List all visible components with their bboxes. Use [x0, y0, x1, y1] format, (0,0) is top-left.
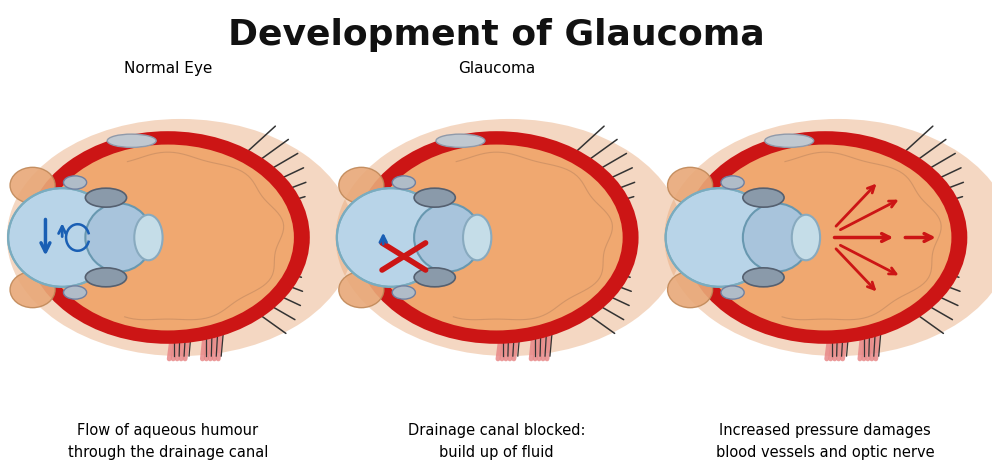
Text: Development of Glaucoma: Development of Glaucoma: [228, 18, 765, 52]
Text: Normal Eye: Normal Eye: [123, 61, 212, 76]
Ellipse shape: [10, 272, 55, 308]
Ellipse shape: [7, 119, 355, 357]
Ellipse shape: [392, 286, 415, 299]
Ellipse shape: [390, 186, 461, 290]
Ellipse shape: [64, 177, 86, 190]
Ellipse shape: [107, 135, 156, 148]
Ellipse shape: [743, 204, 810, 272]
Ellipse shape: [743, 268, 784, 287]
Ellipse shape: [414, 204, 481, 272]
Ellipse shape: [719, 186, 789, 290]
Ellipse shape: [665, 189, 774, 287]
Ellipse shape: [42, 145, 294, 331]
Ellipse shape: [367, 143, 626, 333]
Ellipse shape: [85, 189, 126, 208]
Ellipse shape: [696, 143, 954, 333]
Ellipse shape: [337, 189, 445, 287]
Ellipse shape: [721, 177, 744, 190]
Ellipse shape: [62, 186, 132, 290]
Ellipse shape: [360, 138, 633, 338]
Ellipse shape: [64, 286, 86, 299]
Ellipse shape: [10, 168, 55, 204]
Ellipse shape: [39, 143, 297, 333]
Ellipse shape: [85, 268, 126, 287]
Ellipse shape: [392, 177, 415, 190]
Ellipse shape: [436, 135, 485, 148]
Ellipse shape: [765, 135, 813, 148]
Ellipse shape: [339, 272, 384, 308]
Text: Increased pressure damages
blood vessels and optic nerve: Increased pressure damages blood vessels…: [716, 422, 934, 459]
Ellipse shape: [414, 189, 456, 208]
Ellipse shape: [791, 215, 820, 261]
Ellipse shape: [370, 145, 623, 331]
Ellipse shape: [463, 215, 492, 261]
Ellipse shape: [414, 268, 456, 287]
Ellipse shape: [8, 189, 116, 287]
Ellipse shape: [667, 168, 713, 204]
Text: Drainage canal blocked:
build up of fluid: Drainage canal blocked: build up of flui…: [408, 422, 585, 459]
Ellipse shape: [32, 138, 304, 338]
Ellipse shape: [743, 189, 784, 208]
Ellipse shape: [339, 168, 384, 204]
Ellipse shape: [667, 272, 713, 308]
Text: Glaucoma: Glaucoma: [458, 61, 535, 76]
Ellipse shape: [664, 119, 993, 357]
Ellipse shape: [134, 215, 163, 261]
Ellipse shape: [699, 145, 951, 331]
Text: Flow of aqueous humour
through the drainage canal: Flow of aqueous humour through the drain…: [68, 422, 268, 459]
Ellipse shape: [336, 119, 683, 357]
Ellipse shape: [85, 204, 152, 272]
Ellipse shape: [689, 138, 961, 338]
Ellipse shape: [721, 286, 744, 299]
